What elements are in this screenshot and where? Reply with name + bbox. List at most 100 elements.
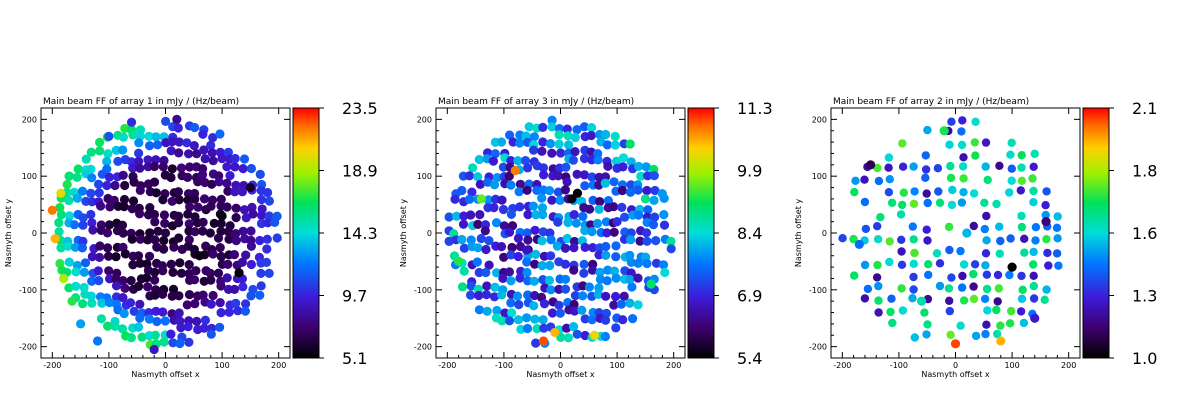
y-tick-label: 100 — [812, 172, 827, 181]
detector-dot — [860, 197, 870, 207]
detector-dot — [616, 299, 627, 309]
x-axis-label: Nasmyth offset x — [526, 370, 595, 379]
detector-dot — [231, 236, 241, 246]
detector-dot — [873, 260, 882, 270]
detector-dot — [538, 137, 548, 147]
detector-dot — [642, 185, 652, 196]
detector-dot — [554, 284, 564, 294]
detector-dot — [947, 200, 957, 210]
detector-dot — [874, 176, 884, 186]
detector-dot — [1043, 248, 1052, 258]
detector-dot — [1029, 294, 1039, 303]
detector-dot — [595, 267, 605, 277]
detector-dot — [64, 257, 74, 267]
detector-dot — [923, 236, 932, 245]
detector-dot — [544, 275, 555, 285]
detector-dot — [933, 164, 943, 173]
detector-dot — [497, 316, 507, 326]
detector-dots — [838, 116, 1063, 342]
detector-dot — [488, 156, 498, 166]
detector-dot — [648, 220, 659, 230]
colorbar-tick-label: 1.3 — [1132, 287, 1157, 306]
detector-dot — [860, 294, 870, 303]
detector-dot — [63, 241, 73, 251]
detector-dot — [69, 220, 79, 230]
detector-dot — [556, 148, 566, 158]
detector-dot — [166, 329, 176, 339]
detector-dot — [522, 313, 532, 323]
detector-dot — [166, 146, 176, 156]
detector-dot — [860, 260, 870, 270]
detector-dot — [133, 322, 144, 332]
detector-dot — [119, 194, 130, 205]
detector-dot — [995, 222, 1004, 231]
x-axis-label: Nasmyth offset x — [921, 370, 990, 379]
detector-dot — [884, 163, 893, 172]
detector-dot — [78, 213, 88, 223]
detector-dot — [119, 309, 129, 319]
detector-dot — [888, 318, 897, 328]
detector-dot — [198, 129, 208, 139]
x-tick-label: 100 — [609, 361, 624, 370]
detector-dot — [570, 306, 580, 316]
detector-dot — [601, 217, 612, 227]
detector-dot — [135, 209, 145, 219]
detector-dot — [78, 299, 88, 309]
detector-dot — [1029, 186, 1038, 196]
detector-dot — [77, 186, 88, 196]
detector-dot — [513, 251, 523, 262]
detector-dot — [587, 227, 597, 237]
detector-dot — [481, 267, 491, 278]
detector-dot — [1031, 223, 1041, 232]
detector-dot — [560, 243, 571, 253]
detector-dot — [474, 290, 484, 301]
detector-dot — [625, 139, 635, 149]
detector-dot — [995, 161, 1004, 170]
detector-dot — [1029, 247, 1038, 257]
detector-dot — [222, 162, 232, 172]
detector-dot — [513, 315, 524, 325]
detector-dot — [492, 268, 502, 278]
detector-dot — [995, 249, 1004, 258]
detector-dot — [569, 210, 579, 220]
detector-dot — [851, 176, 860, 185]
detector-dot — [514, 187, 524, 197]
detector-dot — [231, 213, 241, 223]
detector-dot — [1017, 222, 1027, 232]
detector-dot — [981, 261, 990, 270]
y-tick-label: 200 — [417, 115, 432, 124]
detector-dot — [594, 250, 604, 260]
detector-dot — [579, 259, 589, 269]
detector-dot — [922, 189, 931, 198]
detector-dot — [118, 132, 128, 142]
detector-dot — [54, 218, 64, 228]
detector-dot — [563, 131, 573, 141]
detector-dot — [921, 173, 930, 182]
detector-dot — [459, 266, 469, 276]
detector-dot — [87, 197, 97, 207]
detector-dot — [95, 137, 105, 147]
data-point — [589, 330, 600, 340]
detector-dot — [129, 306, 139, 316]
detector-dot — [944, 222, 954, 232]
detector-dot — [56, 243, 66, 253]
detector-dot — [237, 257, 247, 267]
detector-dot — [167, 291, 177, 301]
data-point — [67, 296, 77, 306]
detector-dot — [618, 153, 629, 163]
detector-dot — [255, 290, 265, 300]
detector-dot — [264, 268, 274, 278]
detector-dot — [208, 290, 218, 301]
detector-dot — [910, 248, 919, 258]
detector-dot — [473, 172, 483, 182]
detector-dot — [175, 258, 185, 268]
x-tick-label: 200 — [271, 361, 286, 370]
detector-dot — [539, 170, 549, 180]
detector-dot — [153, 140, 163, 150]
detector-dot — [513, 233, 524, 243]
detector-dot — [102, 228, 113, 238]
detector-dot — [73, 164, 83, 174]
detector-dot — [538, 210, 548, 220]
detector-dot — [587, 315, 597, 325]
chart-panel-3: -200 -200 -100 -100 0 0 100 100 200 200 Main beam … — [794, 97, 1157, 379]
